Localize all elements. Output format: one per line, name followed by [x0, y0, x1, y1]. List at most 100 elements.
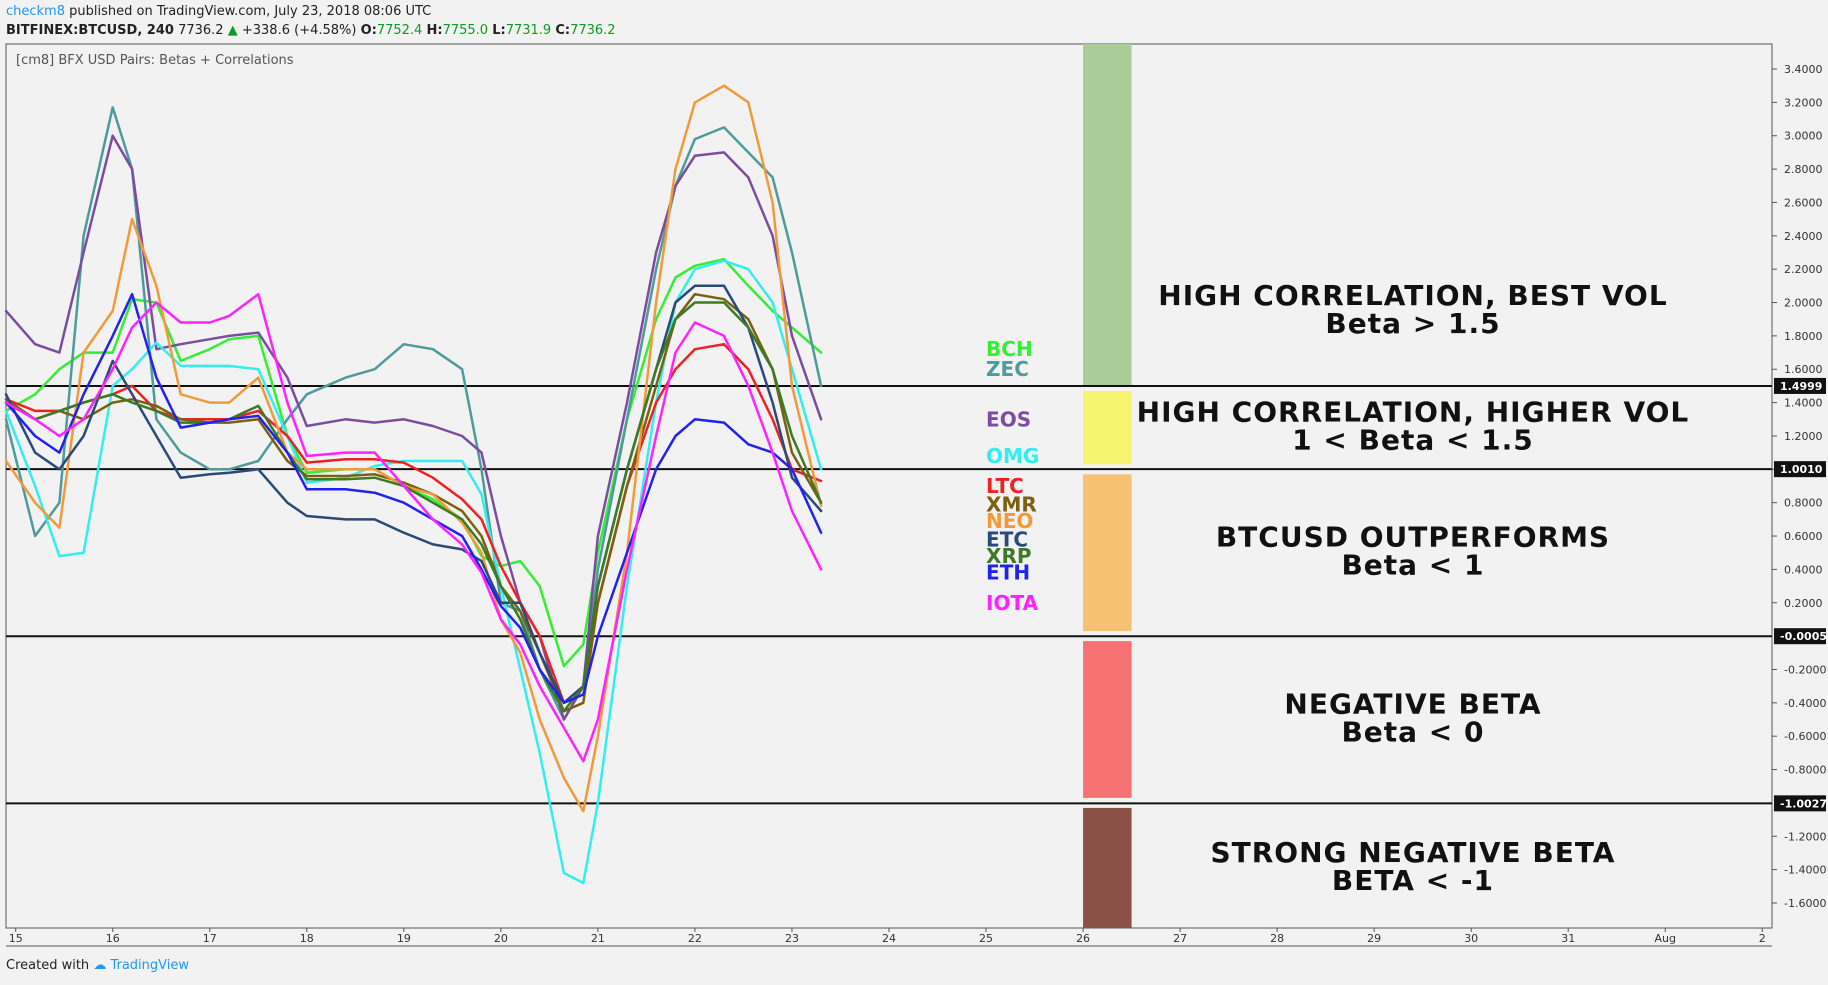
coin-label-neo: NEO	[986, 509, 1033, 533]
zone-sublabel: BETA < -1	[1332, 864, 1494, 897]
zone-label: STRONG NEGATIVE BETA	[1210, 836, 1615, 869]
coin-label-xmr: XMR	[986, 492, 1037, 516]
open-value: 7752.4	[376, 23, 423, 38]
threshold-value-box	[1774, 377, 1826, 394]
zone-sublabel: 1 < Beta < 1.5	[1292, 424, 1534, 457]
last-price: 7736.2	[178, 23, 224, 38]
tradingview-link[interactable]: TradingView	[110, 958, 189, 973]
series-line-neo	[4, 84, 823, 813]
threshold-value-box	[1774, 461, 1826, 478]
zone-label: HIGH CORRELATION, BEST VOL	[1158, 279, 1667, 312]
low-value: 7731.9	[505, 23, 552, 38]
series-line-iota	[4, 292, 823, 763]
close-value: 7736.2	[570, 23, 616, 38]
y-tick-label: 1.2000	[1784, 430, 1823, 443]
coin-label-etc: ETC	[986, 527, 1028, 551]
x-tick-label: 20	[494, 932, 508, 945]
x-tick-label: 27	[1173, 932, 1187, 945]
y-tick-label: 2.2000	[1784, 263, 1823, 276]
publish-line: checkm8 published on TradingView.com, Ju…	[6, 2, 616, 21]
x-tick-label: 28	[1270, 932, 1284, 945]
x-tick-label: 2	[1759, 932, 1766, 945]
series-line-zec	[4, 106, 823, 721]
x-tick-label: 17	[203, 932, 217, 945]
high-value: 7755.0	[442, 23, 489, 38]
y-tick-label: 3.2000	[1784, 96, 1823, 109]
y-tick-label: -1.2000	[1784, 830, 1826, 843]
y-tick-label: -0.4000	[1784, 697, 1826, 710]
symbol-label[interactable]: BITFINEX:BTCUSD, 240	[6, 23, 174, 38]
y-tick-label: 1.8000	[1784, 330, 1823, 343]
x-tick-label: 21	[591, 932, 605, 945]
threshold-value-label: -1.0027	[1780, 797, 1827, 810]
x-tick-label: 22	[688, 932, 702, 945]
plot-frame	[5, 43, 1773, 929]
open-label: O:	[360, 23, 377, 38]
y-tick-label: 1.6000	[1784, 363, 1823, 376]
series-line-eos	[4, 134, 823, 721]
created-with-text: Created with	[6, 958, 90, 973]
x-tick-label: 25	[979, 932, 993, 945]
published-text: published on TradingView.com, July 23, 2…	[69, 4, 432, 19]
high-label: H:	[426, 23, 443, 38]
y-tick-label: -1.4000	[1784, 864, 1826, 877]
series-line-omg	[4, 259, 823, 885]
threshold-value-label: 1.0010	[1780, 463, 1823, 476]
coin-label-iota: IOTA	[986, 591, 1039, 615]
x-tick-label: 31	[1561, 932, 1575, 945]
y-tick-label: 0.4000	[1784, 563, 1823, 576]
close-label: C:	[555, 23, 571, 38]
zone-bar	[1083, 390, 1132, 465]
coin-label-ltc: LTC	[986, 474, 1024, 498]
tradingview-cloud-icon: ☁	[93, 958, 107, 973]
price-change: +338.6 (+4.58%)	[241, 23, 357, 38]
y-tick-label: 2.4000	[1784, 230, 1823, 243]
y-tick-label: 2.0000	[1784, 297, 1823, 310]
footer: Created with ☁ TradingView	[6, 958, 189, 973]
y-tick-label: -0.6000	[1784, 730, 1826, 743]
y-tick-label: 3.4000	[1784, 63, 1823, 76]
zone-label: BTCUSD OUTPERFORMS	[1216, 521, 1610, 554]
y-tick-label: 0.6000	[1784, 530, 1823, 543]
low-label: L:	[492, 23, 506, 38]
x-tick-label: 30	[1464, 932, 1478, 945]
zone-sublabel: Beta < 0	[1341, 716, 1484, 749]
coin-label-omg: OMG	[986, 444, 1039, 468]
chart-title: [cm8] BFX USD Pairs: Betas + Correlation…	[16, 53, 294, 68]
x-tick-label: 29	[1367, 932, 1381, 945]
series-line-xrp	[4, 301, 823, 713]
coin-label-zec: ZEC	[986, 357, 1029, 381]
x-tick-label: 24	[882, 932, 896, 945]
coin-label-eos: EOS	[986, 407, 1031, 431]
threshold-value-label: 1.4999	[1780, 380, 1822, 393]
x-tick-label: 16	[106, 932, 120, 945]
threshold-value-label: -0.0005	[1780, 630, 1827, 643]
coin-label-eth: ETH	[986, 561, 1030, 585]
zone-bar	[1083, 474, 1132, 632]
y-tick-label: 3.0000	[1784, 130, 1823, 143]
zone-bar	[1083, 44, 1132, 386]
y-tick-label: -0.8000	[1784, 764, 1826, 777]
x-tick-label: 18	[300, 932, 314, 945]
threshold-value-box	[1774, 795, 1826, 812]
zone-sublabel: Beta < 1	[1341, 549, 1484, 582]
zone-bar	[1083, 807, 1132, 928]
x-tick-label: 19	[397, 932, 411, 945]
zone-label: NEGATIVE BETA	[1284, 688, 1541, 721]
series-line-eth	[4, 292, 823, 705]
zone-sublabel: Beta > 1.5	[1325, 307, 1500, 340]
chart-header: checkm8 published on TradingView.com, Ju…	[6, 2, 616, 40]
x-tick-label: 23	[785, 932, 799, 945]
coin-label-xrp: XRP	[986, 544, 1031, 568]
up-arrow-icon: ▲	[227, 23, 238, 38]
author-link[interactable]: checkm8	[6, 4, 65, 19]
x-tick-label: 15	[9, 932, 23, 945]
series-line-ltc	[4, 342, 823, 705]
x-tick-label: Aug	[1655, 932, 1676, 945]
y-tick-label: 0.2000	[1784, 597, 1823, 610]
y-tick-label: -1.6000	[1784, 897, 1826, 910]
zone-label: HIGH CORRELATION, HIGHER VOL	[1137, 396, 1690, 429]
x-tick-label: 26	[1076, 932, 1090, 945]
y-tick-label: -0.2000	[1784, 663, 1826, 676]
